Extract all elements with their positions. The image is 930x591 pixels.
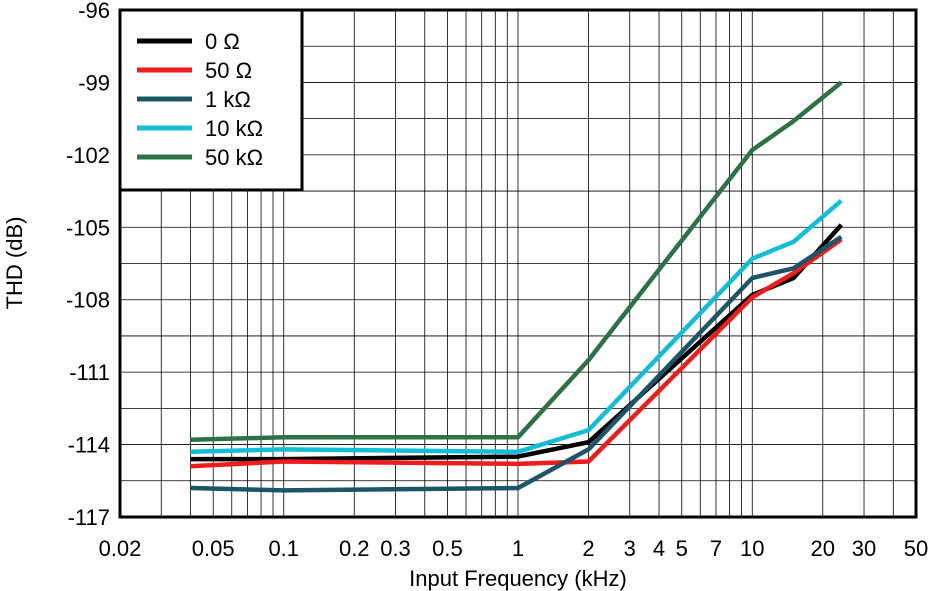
y-tick-label: -105 (66, 215, 110, 240)
y-tick-label: -114 (68, 433, 110, 458)
x-tick-label: 1 (512, 536, 524, 561)
x-tick-label: 2 (582, 536, 594, 561)
y-tick-label: -99 (78, 70, 110, 95)
y-tick-label: -96 (78, 0, 110, 23)
y-tick-label: -117 (68, 505, 110, 530)
y-tick-label: -108 (66, 288, 110, 313)
y-tick-labels: -96 -99 -102 -105 -108 -111 -114 -117 (66, 0, 110, 530)
legend-label-10-k: 10 kΩ (205, 116, 263, 141)
x-tick-label: 4 (653, 536, 665, 561)
x-tick-label: 0.02 (99, 536, 142, 561)
series-line-1-k (190, 235, 843, 493)
y-tick-label: -111 (69, 360, 110, 385)
y-tick-label: -102 (66, 143, 110, 168)
legend-label-1-k: 1 kΩ (205, 87, 251, 112)
x-tick-label: 7 (710, 536, 722, 561)
x-tick-labels: 0.02 0.05 0.1 0.2 0.3 0.5 1 2 3 4 5 7 10 20 30 50 (99, 536, 929, 561)
series-lines (190, 80, 843, 493)
x-axis-title: Input Frequency (kHz) (409, 566, 627, 591)
legend-items: 0 Ω 50 Ω 1 kΩ 10 kΩ 50 kΩ (137, 29, 263, 170)
series-line-10-k (190, 198, 843, 455)
x-tick-label: 3 (624, 536, 636, 561)
x-tick-label: 0.5 (432, 536, 463, 561)
x-tick-label: 0.3 (380, 536, 411, 561)
legend-label-0: 0 Ω (205, 29, 240, 54)
legend: 0 Ω 50 Ω 1 kΩ 10 kΩ 50 kΩ (118, 8, 304, 192)
x-tick-label: 0.05 (192, 536, 235, 561)
x-tick-label: 50 (904, 536, 928, 561)
x-tick-label: 20 (811, 536, 835, 561)
grid-lines (120, 10, 916, 517)
legend-label-50: 50 Ω (205, 58, 252, 83)
x-tick-label: 10 (740, 536, 764, 561)
x-tick-label: 0.1 (268, 536, 299, 561)
y-axis-title: THD (dB) (2, 217, 27, 310)
plot-frame (118, 8, 918, 519)
series-line-50-k (190, 80, 843, 442)
x-tick-label: 30 (852, 536, 876, 561)
series-line-0 (190, 223, 843, 462)
x-tick-label: 5 (676, 536, 688, 561)
x-tick-label: 0.2 (339, 536, 370, 561)
legend-label-50-k: 50 kΩ (205, 145, 263, 170)
series-line-50 (190, 237, 843, 469)
